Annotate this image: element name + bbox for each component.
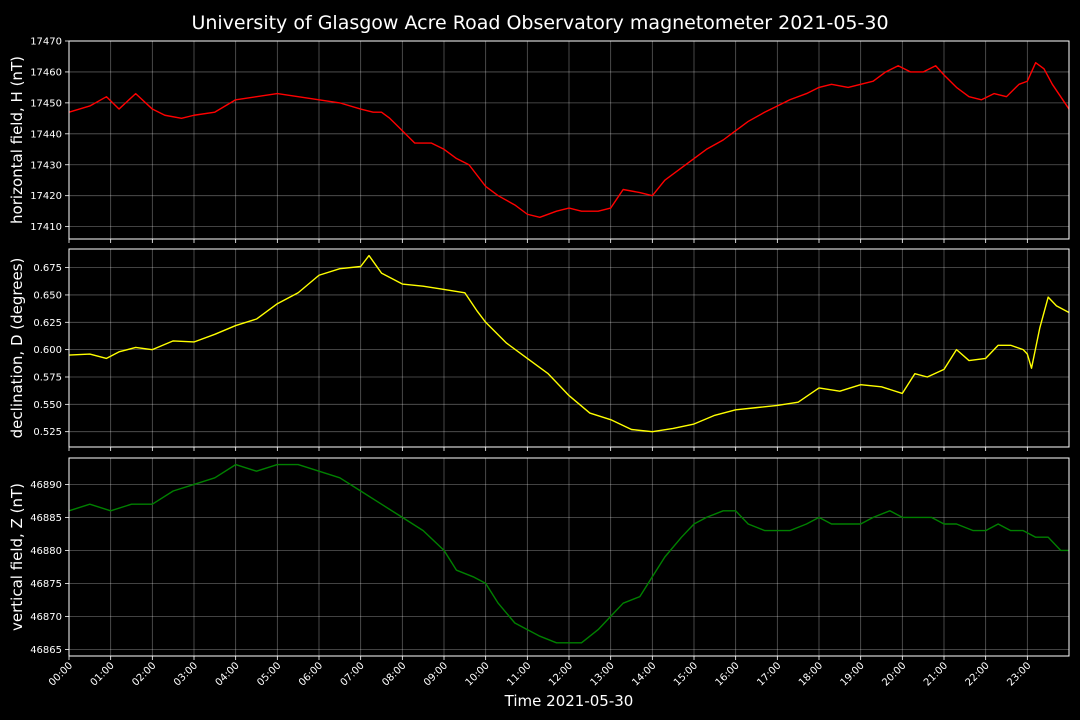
x-tick-label: 17:00: [755, 660, 783, 688]
x-tick-label: 21:00: [922, 660, 950, 688]
y-axis-label: vertical field, Z (nT): [8, 483, 26, 631]
x-tick-label: 09:00: [422, 660, 450, 688]
y-tick-label: 0.575: [33, 372, 62, 383]
panel-vertical-field: 46865 46870 46875 46880 46885 46890 vertical …: [8, 457, 1070, 660]
y-tick-label: 17440: [30, 129, 62, 140]
x-tick-label: 11:00: [505, 660, 533, 688]
x-tick-label: 08:00: [380, 660, 408, 688]
x-tick-label: 14:00: [630, 660, 658, 688]
y-tick-label: 0.625: [33, 318, 62, 329]
y-tick-label: 17470: [30, 37, 62, 48]
y-tick-label: 17410: [30, 222, 62, 233]
x-tick-label: 00:00: [47, 660, 75, 688]
y-tick-label: 0.550: [33, 400, 62, 411]
series-line: [68, 463, 1069, 644]
panel-horizontal-field: 17410 17420 17430 17440 17450 17460 17470 hori…: [8, 37, 1070, 243]
y-axis-label: horizontal field, H (nT): [8, 56, 26, 224]
y-tick-label: 17420: [30, 191, 62, 202]
y-tick-label: 46885: [30, 513, 62, 524]
panel-declination: 0.525 0.550 0.575 0.600 0.625 0.650 0.675 decl…: [8, 248, 1070, 451]
x-tick-label: 07:00: [339, 660, 367, 688]
x-tick-label: 20:00: [880, 660, 908, 688]
x-tick-label: 16:00: [714, 660, 742, 688]
y-tick-label: 17460: [30, 67, 62, 78]
y-tick-label: 0.675: [33, 263, 62, 274]
y-tick-label: 17450: [30, 98, 62, 109]
x-tick-label: 12:00: [547, 660, 575, 688]
x-axis-label: Time 2021-05-30: [504, 692, 634, 710]
y-tick-label: 46865: [30, 645, 62, 656]
x-tick-label: 18:00: [797, 660, 825, 688]
x-tick-label: 01:00: [89, 660, 117, 688]
x-axis: 00:00 01:00 02:00 03:00 04:00 05:00 06:00 07:00…: [47, 660, 1033, 688]
x-tick-label: 10:00: [464, 660, 492, 688]
y-tick-label: 46870: [30, 612, 62, 623]
y-tick-label: 17430: [30, 160, 62, 171]
y-tick-label: 0.600: [33, 345, 62, 356]
y-tick-label: 0.650: [33, 290, 62, 301]
y-tick-label: 46890: [30, 480, 62, 491]
series-line: [68, 61, 1070, 219]
y-tick-label: 0.525: [33, 427, 62, 438]
x-tick-label: 05:00: [255, 660, 283, 688]
x-tick-label: 22:00: [964, 660, 992, 688]
y-axis-label: declination, D (degrees): [8, 258, 26, 439]
y-tick-label: 46880: [30, 546, 62, 557]
x-tick-label: 13:00: [589, 660, 617, 688]
series-line: [68, 254, 1070, 433]
figure-title: University of Glasgow Acre Road Observat…: [191, 12, 888, 34]
x-tick-label: 15:00: [672, 660, 700, 688]
x-tick-label: 04:00: [214, 660, 242, 688]
x-tick-label: 03:00: [172, 660, 200, 688]
x-tick-label: 06:00: [297, 660, 325, 688]
x-tick-label: 02:00: [130, 660, 158, 688]
x-tick-label: 19:00: [839, 660, 867, 688]
x-tick-label: 23:00: [1005, 660, 1033, 688]
y-tick-label: 46875: [30, 579, 62, 590]
